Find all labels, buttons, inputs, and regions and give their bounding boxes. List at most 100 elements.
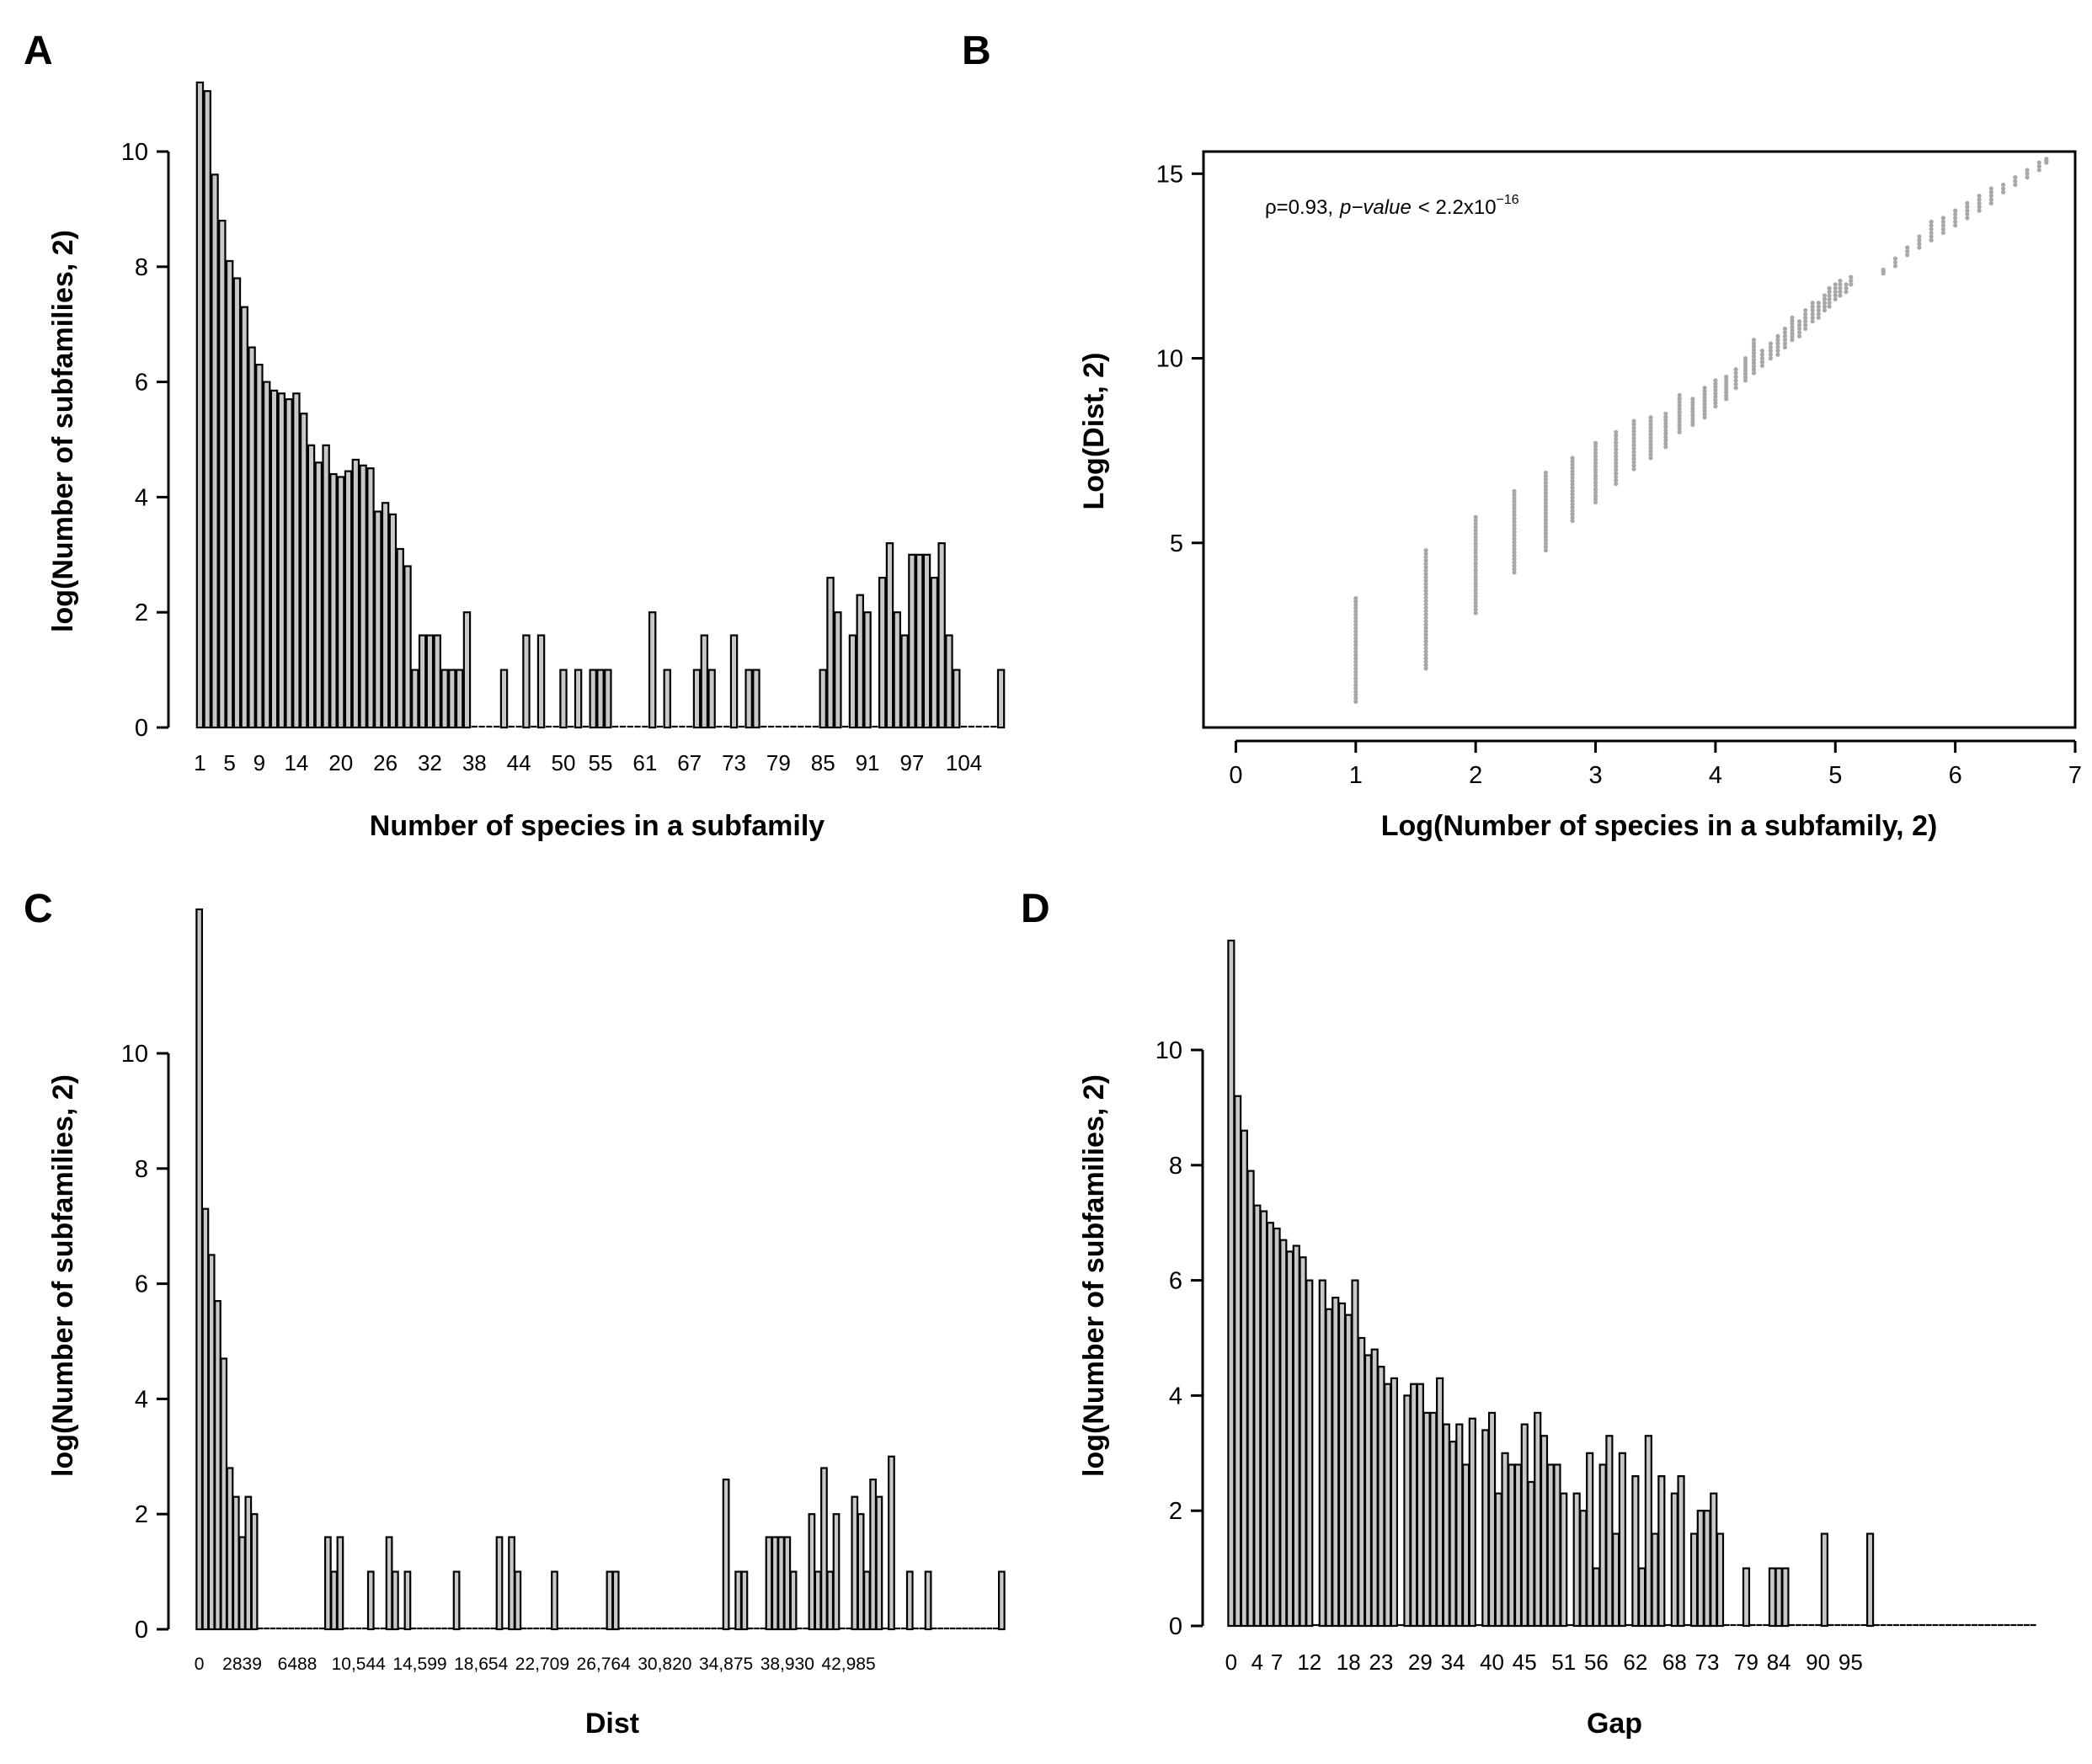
- panel-a-bar: [225, 259, 234, 729]
- panel-b-point: [1977, 194, 1982, 199]
- panel-b-point: [1790, 324, 1795, 330]
- panel-b-point: [1742, 375, 1748, 380]
- panel-b-point: [1423, 592, 1428, 597]
- panel-b-point: [1512, 546, 1517, 552]
- panel-b-point: [1543, 547, 1549, 553]
- panel-b-point: [1768, 349, 1773, 354]
- panel-a-bar: [589, 669, 597, 729]
- panel-b-point: [1614, 477, 1619, 483]
- panel-b-point: [1353, 609, 1358, 614]
- panel-a-bar: [277, 392, 286, 729]
- panel-b-point: [1838, 290, 1843, 295]
- panel-a-y-tick-label: 2: [135, 600, 148, 626]
- panel-b-point: [1702, 415, 1707, 420]
- panel-a-bar: [411, 669, 419, 729]
- panel-b-point: [1543, 504, 1549, 509]
- panel-b-point: [1965, 200, 1970, 205]
- panel-b-point: [1663, 424, 1668, 429]
- panel-a-bar: [359, 464, 367, 729]
- panel-b-point: [1614, 436, 1619, 442]
- panel-b-point: [1353, 679, 1358, 685]
- panel-a-x-tick-label: 14: [284, 750, 308, 775]
- panel-b-point: [1759, 360, 1765, 365]
- panel-c-bar: [226, 1467, 234, 1631]
- panel-b-point: [1844, 282, 1849, 287]
- panel-b-point: [1353, 675, 1358, 681]
- panel-b-pvalue-exponent: −16: [1497, 193, 1519, 207]
- panel-b-point: [1473, 514, 1478, 520]
- panel-b-point: [1844, 290, 1849, 295]
- panel-b-point: [1988, 186, 1993, 191]
- panel-d-bar: [1572, 1492, 1581, 1628]
- panel-b-point: [1512, 557, 1517, 562]
- panel-c-bar: [862, 1570, 871, 1631]
- panel-d-bar: [1657, 1475, 1666, 1628]
- panel-c-y-axis-title: log(Number of subfamilies, 2): [47, 1074, 79, 1477]
- panel-b-point: [1677, 402, 1682, 408]
- panel-b-point: [1512, 495, 1517, 501]
- panel-d-bar: [1240, 1129, 1248, 1628]
- panel-a-bar: [403, 565, 412, 729]
- panel-b-point: [1733, 370, 1738, 376]
- panel-b-point: [1631, 456, 1636, 461]
- panel-b-point: [1663, 421, 1668, 426]
- panel-b-point: [1353, 666, 1358, 671]
- panel-a-bar: [329, 472, 338, 729]
- panel-a-bar: [863, 611, 872, 729]
- panel-b-point: [1473, 594, 1478, 600]
- panel-a-bar: [203, 90, 211, 729]
- panel-b-point: [1631, 432, 1636, 437]
- panel-b-point: [1759, 355, 1765, 361]
- panel-a-x-tick-label: 61: [632, 750, 657, 775]
- panel-b-point: [1988, 200, 1993, 205]
- panel-c-bar: [201, 1207, 210, 1631]
- panel-b-point: [1751, 360, 1757, 365]
- panel-d-bar: [1364, 1354, 1373, 1628]
- panel-b-point: [1917, 245, 1922, 250]
- panel-b-point: [2036, 160, 2041, 165]
- panel-c-x-tick-label: 38,930: [760, 1655, 814, 1674]
- panel-a-bar: [255, 363, 264, 729]
- panel-b-point: [1570, 518, 1575, 524]
- panel-b-point: [1423, 551, 1428, 557]
- panel-b-point: [1543, 470, 1549, 476]
- panel-b-point: [1473, 561, 1478, 566]
- panel-b-point: [1702, 405, 1707, 410]
- panel-b-point: [1768, 352, 1773, 357]
- panel-b-point: [2044, 160, 2049, 165]
- panel-b-point: [2000, 186, 2006, 191]
- panel-label-d: D: [1021, 887, 1050, 931]
- panel-b-point: [1702, 386, 1707, 391]
- panel-b-point: [1663, 428, 1668, 433]
- panel-d-x-tick-label: 79: [1734, 1649, 1758, 1675]
- panel-b-point: [2025, 168, 2030, 173]
- panel-b-point: [1988, 194, 1993, 199]
- panel-b-point: [2013, 175, 2018, 180]
- panel-b-point: [1353, 619, 1358, 624]
- panel-b-point: [1473, 581, 1478, 586]
- panel-b-point: [1822, 293, 1828, 298]
- panel-b-point: [1631, 460, 1636, 465]
- panel-b-point: [1512, 570, 1517, 575]
- panel-b-point: [1677, 413, 1682, 418]
- panel-b-point: [1988, 197, 1993, 202]
- panel-b-point: [2013, 179, 2018, 184]
- panel-b-point: [1473, 590, 1478, 596]
- panel-b-point: [1816, 307, 1821, 313]
- panel-b-point: [1751, 357, 1757, 362]
- panel-b-point: [1512, 515, 1517, 521]
- panel-b-point: [1570, 492, 1575, 497]
- panel-b-point: [1733, 378, 1738, 383]
- panel-b-point: [1892, 259, 1898, 265]
- panel-b-point: [1648, 439, 1653, 444]
- panel-c-bar: [220, 1357, 228, 1631]
- panel-b-point: [1593, 499, 1598, 505]
- panel-b-point: [1631, 422, 1636, 427]
- panel-b-point: [1827, 304, 1832, 309]
- panel-b-point: [1593, 450, 1598, 456]
- panel-b-point: [1543, 490, 1549, 496]
- panel-b-y-tick-label: 5: [1170, 530, 1183, 557]
- panel-c-x-tick-label: 34,875: [699, 1655, 753, 1674]
- panel-d-bar: [1449, 1441, 1457, 1628]
- panel-a-x-tick-label: 20: [328, 750, 353, 775]
